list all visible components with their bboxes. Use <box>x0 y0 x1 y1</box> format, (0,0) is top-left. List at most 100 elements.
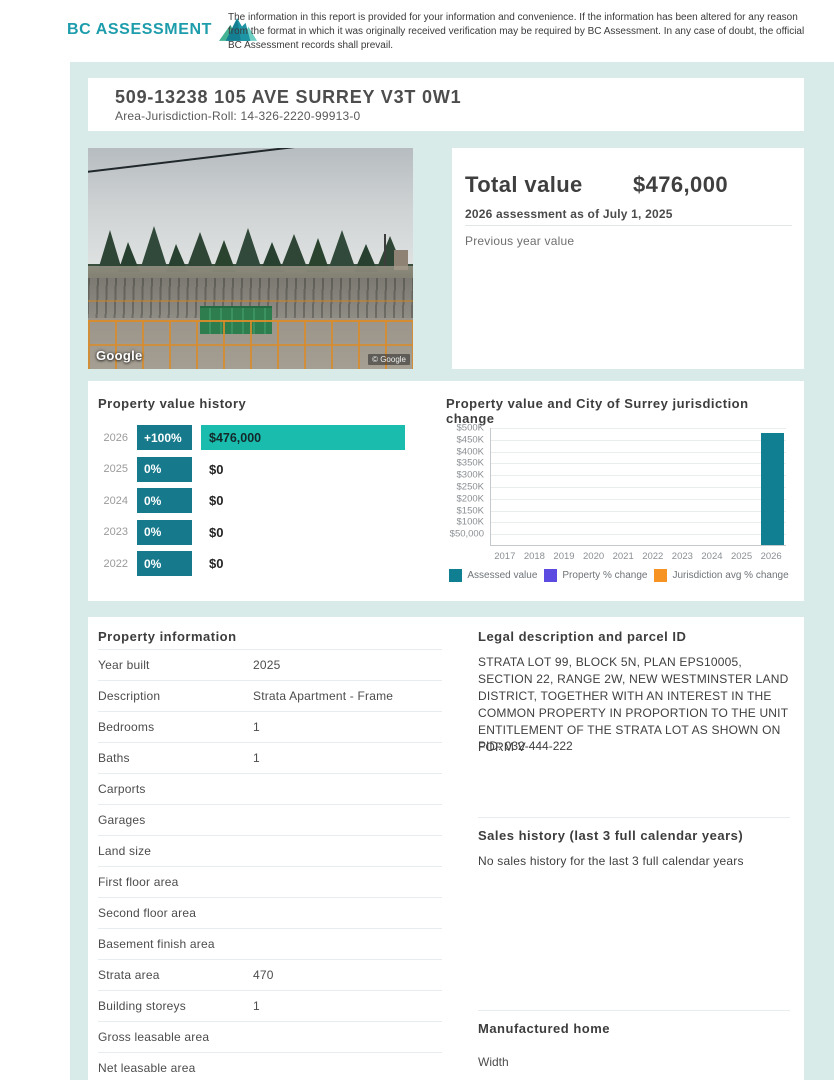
property-info-label: First floor area <box>98 875 179 889</box>
assessment-date-note: 2026 assessment as of July 1, 2025 <box>465 207 673 221</box>
property-info-value: Strata Apartment - Frame <box>253 689 394 703</box>
total-value-card: Total value $476,000 2026 assessment as … <box>452 148 804 369</box>
history-year-label: 2026 <box>103 431 128 444</box>
chart-gridline <box>491 498 786 500</box>
value-history-row: 2026 +100% $476,000 <box>94 425 434 450</box>
property-info-row: Building storeys 1 <box>98 991 442 1022</box>
google-copyright: © Google <box>368 354 410 365</box>
value-history-row: 2023 0% $0 <box>94 519 434 545</box>
property-info-value: 2025 <box>253 658 281 672</box>
assessed-value-text: $0 <box>209 556 224 572</box>
mountain-icon <box>219 18 258 41</box>
property-info-label: Carports <box>98 782 146 796</box>
photo-power-line <box>88 148 295 173</box>
legend-item: Assessed value <box>449 569 537 582</box>
property-information-table: Year built 2025 Description Strata Apartmen… <box>98 649 442 1080</box>
logo-text: BC ASSESSMENT <box>67 20 213 38</box>
property-info-value: 1 <box>253 751 260 765</box>
divider <box>478 817 790 818</box>
previous-year-value-label: Previous year value <box>465 234 575 248</box>
chart-y-tick-label: $400K <box>456 446 484 458</box>
assessed-value-text: $0 <box>209 461 224 477</box>
property-info-row: Second floor area <box>98 898 442 929</box>
property-info-label: Net leasable area <box>98 1061 196 1075</box>
value-change-chart: Property value and City of Surrey jurisd… <box>446 381 798 601</box>
chart-gridline <box>491 510 786 512</box>
property-info-row: Bedrooms 1 <box>98 712 442 743</box>
value-history-row: 2022 0% $0 <box>94 551 434 577</box>
legend-swatch <box>449 569 463 582</box>
percent-change-badge: 0% <box>137 551 192 577</box>
value-history-rows: 2026 +100% $476,000 2025 0% $0 2024 0% $0 2023 0% $… <box>94 425 434 583</box>
percent-change-badge: +100% <box>137 425 192 450</box>
history-year-label: 2024 <box>103 494 128 507</box>
property-info-label: Basement finish area <box>98 937 215 951</box>
property-info-label: Description <box>98 689 161 703</box>
legend-swatch <box>544 569 558 582</box>
value-history-row: 2024 0% $0 <box>94 488 434 514</box>
assessed-value-text: $0 <box>209 524 224 540</box>
property-info-row: First floor area <box>98 867 442 898</box>
chart-x-tick-label: 2020 <box>583 551 605 562</box>
property-info-value: 470 <box>253 968 274 982</box>
divider <box>465 225 792 226</box>
chart-x-tick-label: 2025 <box>730 551 753 562</box>
value-history-row: 2025 0% $0 <box>94 456 434 482</box>
chart-x-tick-label: 2018 <box>523 551 545 562</box>
property-photo: Google © Google <box>88 148 413 369</box>
property-info-row: Land size <box>98 836 442 867</box>
manufactured-home-title: Manufactured home <box>478 1021 611 1036</box>
chart-x-tick-label: 2019 <box>553 551 575 562</box>
chart-legend: Assessed value Property % change Jurisdict… <box>446 569 792 582</box>
chart-x-tick-label: 2023 <box>671 551 693 562</box>
chart-x-tick-label: 2021 <box>612 551 634 562</box>
legal-description-text: STRATA LOT 99, BLOCK 5N, PLAN EPS10005, … <box>478 655 789 755</box>
total-value-amount: $476,000 <box>633 172 728 197</box>
history-year-label: 2025 <box>103 463 128 476</box>
property-details-card: Property information Year built 2025 Descr… <box>88 617 804 1080</box>
chart-y-tick-label: $350K <box>456 457 484 469</box>
area-jurisdiction-roll: Area-Jurisdiction-Roll: 14-326-2220-9991… <box>115 109 361 123</box>
legend-label: Property % change <box>562 570 648 581</box>
chart-y-tick-label: $450K <box>456 434 484 446</box>
property-info-row: Carports <box>98 774 442 805</box>
chart-gridline <box>491 534 786 536</box>
legend-swatch <box>654 569 668 582</box>
legend-item: Property % change <box>544 569 647 582</box>
property-info-label: Garages <box>98 813 146 827</box>
google-watermark: Google <box>96 348 143 363</box>
property-info-label: Gross leasable area <box>98 1030 210 1044</box>
chart-plot-area: $500K $450K $400K $350K $300K $250K $200K $150K… <box>450 423 786 546</box>
chart-gridline <box>491 439 786 441</box>
property-info-row: Gross leasable area <box>98 1022 442 1053</box>
property-address-title: 509-13238 105 AVE SURREY V3T 0W1 <box>115 87 462 107</box>
legend-label: Assessed value <box>467 570 538 581</box>
property-info-value: 1 <box>253 720 260 734</box>
chart-title: Property value and City of Surrey jurisd… <box>446 396 749 426</box>
page-header: BC ASSESSMENT The information in this re… <box>0 0 834 62</box>
chart-y-tick-label: $100K <box>456 516 484 528</box>
history-year-label: 2023 <box>103 526 128 539</box>
chart-y-tick-label: $300K <box>456 469 484 481</box>
property-info-row: Basement finish area <box>98 929 442 960</box>
value-history-title: Property value history <box>98 396 247 411</box>
property-info-row: Baths 1 <box>98 743 442 774</box>
chart-gridline <box>491 487 786 488</box>
chart-x-axis-labels: 2017 2018 2019 2020 2021 2022 2023 2024 2025 2026 <box>490 551 786 562</box>
chart-y-tick-label: $250K <box>456 481 484 493</box>
legend-item: Jurisdiction avg % change <box>654 569 789 582</box>
chart-gridline <box>491 522 786 524</box>
value-history-card: Property value history 2026 +100% $476,000… <box>88 381 804 601</box>
chart-gridline <box>491 428 786 429</box>
parcel-id: PID: 032-444-222 <box>478 739 573 753</box>
manufactured-home-width-label: Width <box>478 1055 509 1069</box>
chart-y-tick-label: $150K <box>456 505 484 517</box>
property-info-row: Strata area 470 <box>98 960 442 991</box>
chart-x-tick-label: 2022 <box>642 551 664 562</box>
chart-x-tick-label: 2024 <box>701 551 723 562</box>
property-info-row: Year built 2025 <box>98 650 442 681</box>
chart-y-tick-label: $500K <box>456 422 484 434</box>
photo-buildings <box>88 266 413 280</box>
legend-label: Jurisdiction avg % change <box>672 570 789 581</box>
property-info-value: 1 <box>253 999 260 1013</box>
